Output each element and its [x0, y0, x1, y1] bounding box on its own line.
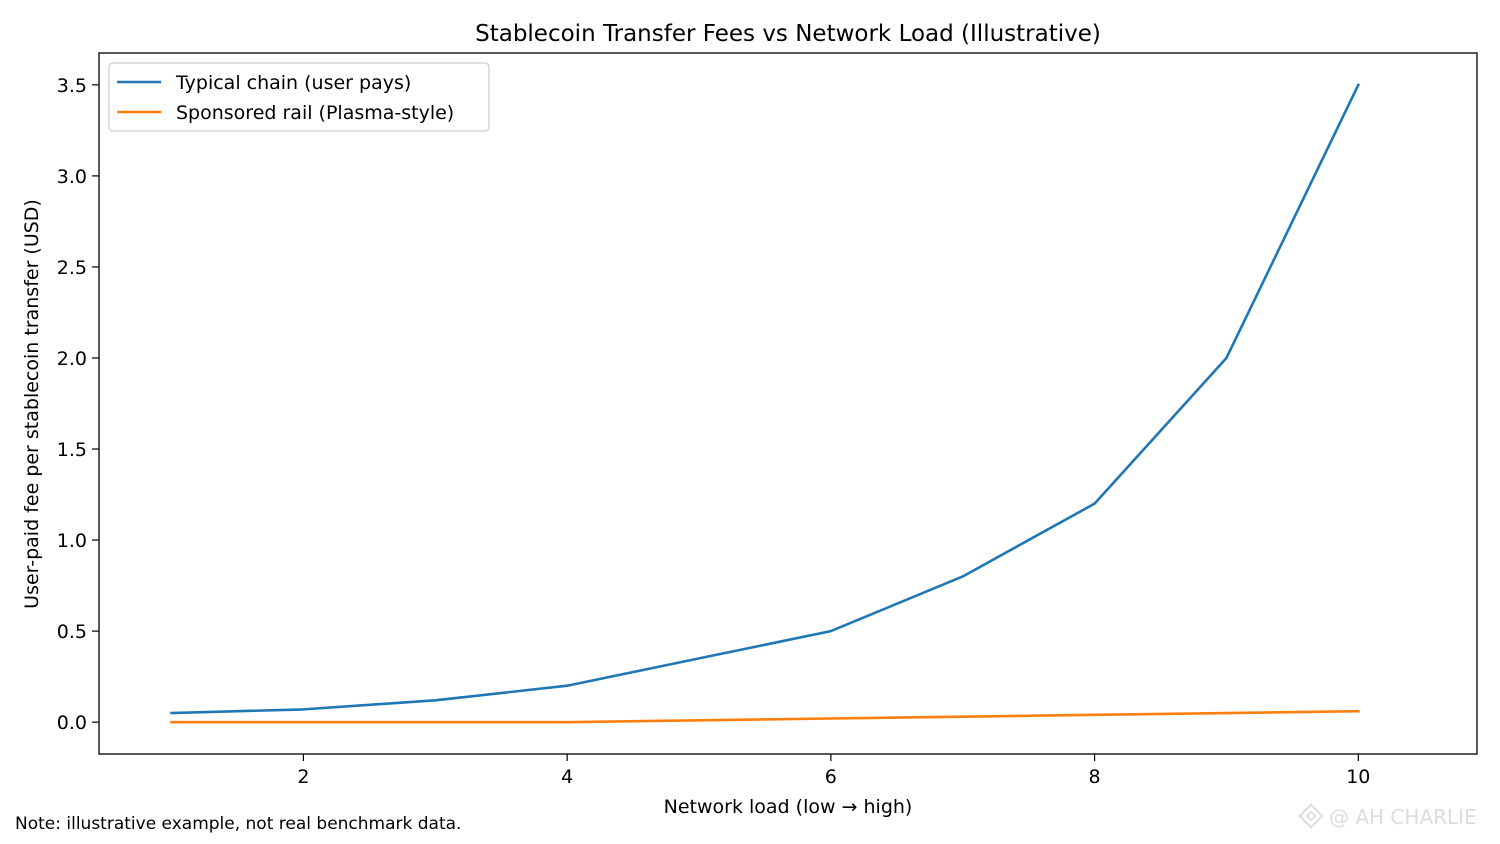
- binance-logo-icon: [1298, 803, 1324, 829]
- y-tick-label: 3.5: [57, 75, 87, 97]
- plot-frame: [98, 52, 1478, 755]
- series-line-2: [170, 709, 1360, 724]
- footnote: Note: illustrative example, not real ben…: [15, 814, 461, 834]
- y-tick-label: 3.0: [57, 166, 87, 188]
- legend-label-2: Sponsored rail (Plasma-style): [176, 102, 454, 124]
- x-tick-label: 6: [825, 766, 837, 788]
- watermark: @ AH CHARLIE: [1298, 803, 1477, 829]
- legend-label-1: Typical chain (user pays): [175, 72, 411, 94]
- y-tick-label: 0.0: [57, 712, 87, 734]
- y-tick-label: 2.0: [57, 348, 87, 370]
- legend-box: [108, 62, 490, 132]
- series-line-1: [170, 83, 1361, 715]
- y-tick-label: 1.5: [57, 439, 87, 461]
- x-axis: 2 4 6 8 10: [297, 754, 1370, 788]
- x-tick-label: 4: [561, 766, 573, 788]
- x-tick-label: 2: [297, 766, 309, 788]
- x-tick-label: 8: [1089, 766, 1101, 788]
- y-tick-label: 1.0: [57, 530, 87, 552]
- chart-title: Stablecoin Transfer Fees vs Network Load…: [475, 21, 1101, 47]
- x-tick-label: 10: [1346, 766, 1370, 788]
- y-axis-label: User-paid fee per stablecoin transfer (U…: [21, 199, 43, 609]
- y-axis: 0.0 0.5 1.0 1.5 2.0 2.5 3.0 3.5: [57, 75, 99, 734]
- y-tick-label: 0.5: [57, 621, 87, 643]
- y-tick-label: 2.5: [57, 257, 87, 279]
- watermark-text: @ AH CHARLIE: [1329, 805, 1477, 829]
- x-axis-label: Network load (low → high): [664, 796, 913, 818]
- legend: Typical chain (user pays) Sponsored rail …: [108, 62, 490, 132]
- plot-area: [170, 83, 1361, 724]
